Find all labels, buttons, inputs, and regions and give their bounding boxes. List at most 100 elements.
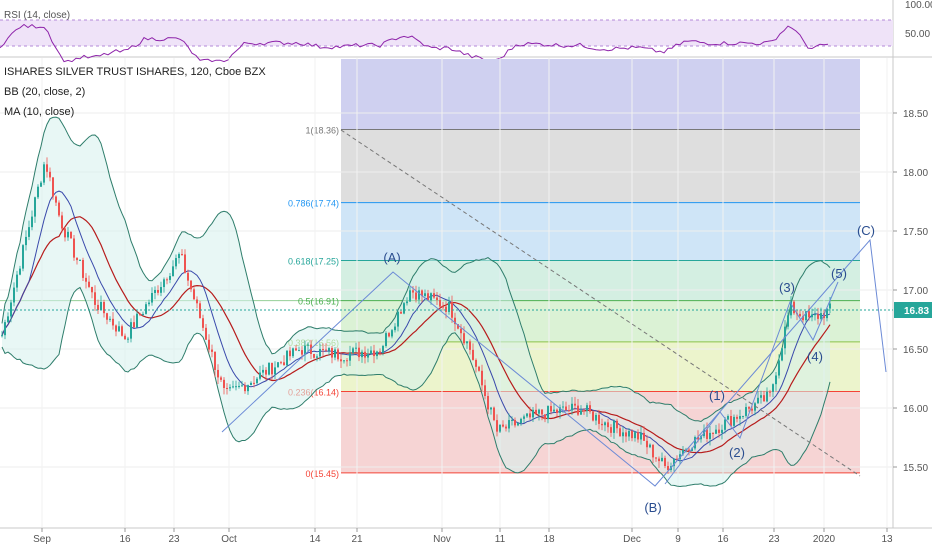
candle-body xyxy=(607,422,609,428)
candle-body xyxy=(589,405,591,412)
candle-body xyxy=(760,395,762,398)
candle-body xyxy=(526,413,528,417)
candle-body xyxy=(235,386,237,388)
candle-body xyxy=(553,409,555,412)
candle-body xyxy=(190,280,192,290)
candle-body xyxy=(49,171,51,178)
candle-body xyxy=(268,362,270,375)
candle-body xyxy=(76,257,78,261)
candle-body xyxy=(79,259,81,261)
candle-body xyxy=(1,335,3,337)
candle-body xyxy=(739,416,741,419)
candle-body xyxy=(229,387,231,389)
candle-body xyxy=(394,326,396,331)
candle-body xyxy=(622,432,624,437)
candle-body xyxy=(265,369,267,375)
candle-body xyxy=(628,430,630,437)
candle-body xyxy=(100,302,102,311)
candle-body xyxy=(427,293,429,301)
candle-body xyxy=(727,416,729,420)
time-tick-label: 14 xyxy=(309,534,321,545)
time-tick-label: 21 xyxy=(351,534,363,545)
candle-body xyxy=(22,245,24,269)
candle-body xyxy=(271,362,273,375)
candle-body xyxy=(532,409,534,418)
candle-body xyxy=(817,314,819,319)
candle-body xyxy=(475,359,477,367)
candle-body xyxy=(436,297,438,300)
wave-label: (B) xyxy=(644,500,661,515)
candle-body xyxy=(340,359,342,362)
candle-body xyxy=(793,301,795,314)
candle-body xyxy=(502,424,504,427)
candle-body xyxy=(238,385,240,387)
candle-body xyxy=(664,457,666,467)
fib-level-label: 0.5(16.91) xyxy=(298,297,339,307)
candle-body xyxy=(160,287,162,293)
candle-body xyxy=(478,366,480,371)
time-tick-label: 23 xyxy=(768,534,780,545)
candle-body xyxy=(139,313,141,316)
candle-body xyxy=(595,414,597,421)
price-axis[interactable]: 18.50 18.00 17.50 17.00 16.50 16.00 15.50 xyxy=(893,109,928,474)
candle-body xyxy=(175,258,177,267)
fib-trend-line[interactable] xyxy=(340,129,861,477)
candle-body xyxy=(631,430,633,439)
candle-body xyxy=(58,202,60,216)
candle-body xyxy=(355,347,357,349)
candle-body xyxy=(418,290,420,300)
candle-body xyxy=(10,302,12,317)
candle-body xyxy=(379,351,381,353)
indicator-ma[interactable]: MA (10, close) xyxy=(4,106,74,118)
candle-body xyxy=(121,326,123,336)
candle-body xyxy=(499,424,501,432)
candle-body xyxy=(697,437,699,440)
wave-label: (A) xyxy=(383,250,400,265)
candle-body xyxy=(376,351,378,357)
time-axis[interactable]: Sep 16 23 Oct 14 21 Nov 11 18 Dec 9 16 23 2020 13 xyxy=(33,528,893,545)
candle-body xyxy=(298,350,300,352)
candle-body xyxy=(163,279,165,288)
candle-body xyxy=(421,290,423,296)
candle-body xyxy=(244,385,246,392)
candle-body xyxy=(466,341,468,344)
price-tick-label: 18.50 xyxy=(903,109,928,120)
candle-body xyxy=(415,292,417,300)
candle-body xyxy=(370,350,372,354)
wave-impulse-line[interactable] xyxy=(664,281,839,485)
rsi-tick-50: 50.00 xyxy=(905,29,930,40)
rsi-line xyxy=(0,23,829,63)
candle-body xyxy=(313,353,315,358)
candle-body xyxy=(790,301,792,316)
fib-level-label: 0(15.45) xyxy=(305,469,339,479)
indicator-bb[interactable]: BB (20, close, 2) xyxy=(4,86,85,98)
candle-body xyxy=(691,448,693,452)
candle-body xyxy=(634,432,636,439)
candle-body xyxy=(334,349,336,358)
candle-body xyxy=(46,164,48,172)
candle-body xyxy=(325,349,327,351)
candle-body xyxy=(40,182,42,187)
wave-abc-line[interactable] xyxy=(221,238,887,487)
candle-body xyxy=(826,308,828,319)
candle-body xyxy=(118,326,120,332)
candle-body xyxy=(586,405,588,411)
candle-body xyxy=(661,457,663,462)
candle-body xyxy=(388,333,390,337)
price-tick-label: 18.00 xyxy=(903,168,928,179)
candle-body xyxy=(382,345,384,353)
candle-body xyxy=(505,426,507,429)
candle-body xyxy=(496,420,498,432)
ma-line xyxy=(1,190,831,462)
candle-body xyxy=(124,335,126,340)
candle-body xyxy=(733,416,735,426)
candle-body xyxy=(172,266,174,277)
rsi-pane[interactable]: RSI (14, close) 100.00 50.00 xyxy=(0,0,932,63)
wave-label: (5) xyxy=(831,266,847,281)
time-tick-label: 2020 xyxy=(813,534,836,545)
candle-body xyxy=(301,350,303,355)
candle-body xyxy=(751,408,753,411)
price-tick-label: 16.00 xyxy=(903,404,928,415)
time-tick-label: Sep xyxy=(33,534,51,545)
